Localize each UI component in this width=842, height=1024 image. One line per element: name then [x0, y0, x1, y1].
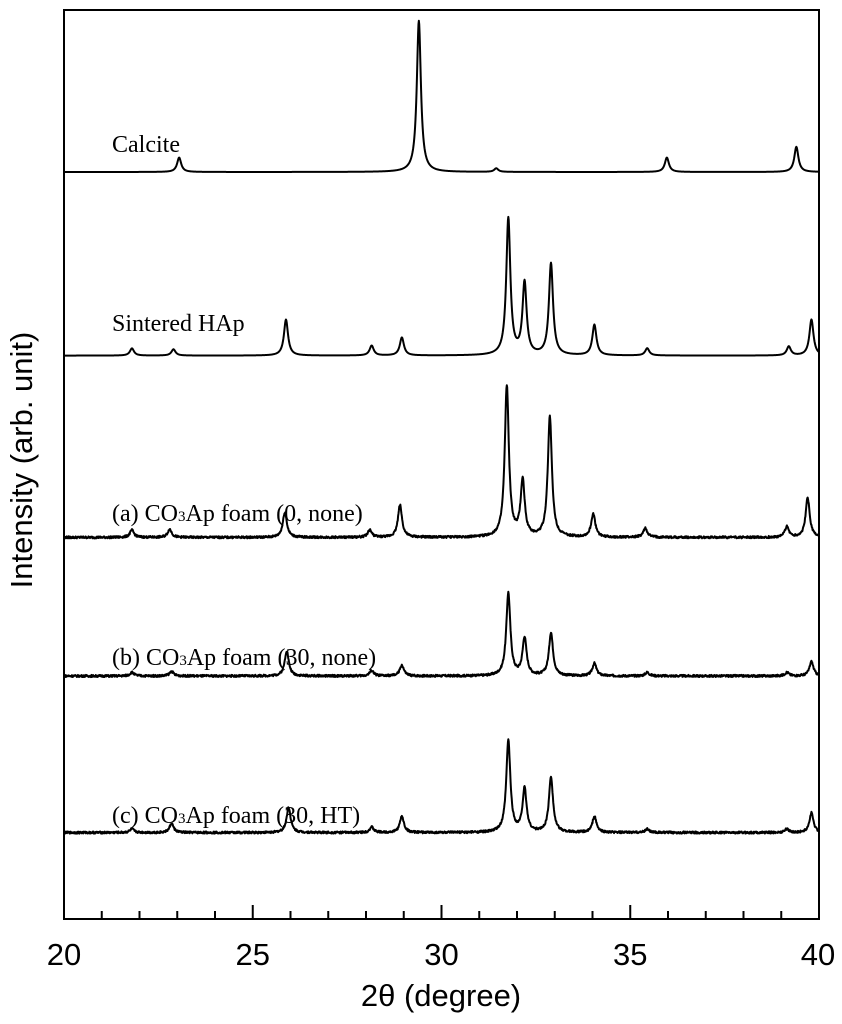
series-label-4: (c) CO3Ap foam (30, HT)	[112, 803, 360, 829]
series-labels: Calcite Sintered HAp (a) CO3Ap foam (0, no…	[112, 132, 376, 829]
x-tick-label: 35	[613, 937, 647, 972]
series-label-1: Sintered HAp	[112, 311, 245, 337]
x-tick-label: 40	[801, 937, 835, 972]
traces	[63, 19, 820, 835]
series-line-3	[63, 590, 820, 679]
series-label-0: Calcite	[112, 132, 180, 158]
series-line-0	[63, 19, 820, 173]
x-tick-label: 30	[424, 937, 458, 972]
x-tick-label: 25	[236, 937, 270, 972]
series-line-1	[63, 215, 820, 357]
series-line-2	[63, 384, 820, 540]
y-axis-title: Intensity (arb. unit)	[4, 332, 39, 589]
series-label-3: (b) CO3Ap foam (30, none)	[112, 645, 376, 671]
x-axis-title: 2θ (degree)	[361, 978, 521, 1013]
x-axis-ticks	[63, 905, 820, 919]
x-axis-tick-labels: 20 25 30 35 40	[47, 937, 835, 972]
x-tick-label: 20	[47, 937, 81, 972]
series-line-4	[63, 738, 820, 835]
series-label-2: (a) CO3Ap foam (0, none)	[112, 501, 363, 527]
